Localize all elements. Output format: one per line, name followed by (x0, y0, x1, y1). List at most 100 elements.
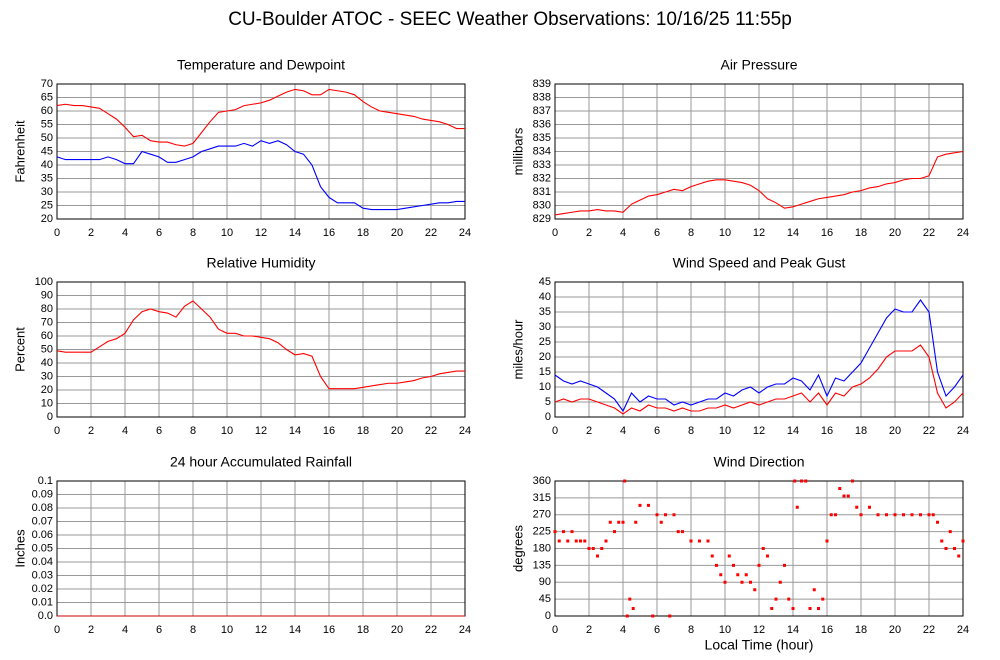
x-tick-label: 22 (425, 624, 437, 636)
x-tick-label: 14 (289, 425, 301, 437)
x-tick-label: 0 (54, 624, 60, 636)
x-tick-label: 4 (122, 425, 128, 437)
y-tick-label: 831 (533, 186, 551, 198)
plot-frame (554, 281, 964, 418)
y-tick-label: 20 (41, 384, 53, 396)
x-tick-label: 4 (620, 425, 626, 437)
x-tick-label: 14 (289, 227, 301, 239)
x-tick-label: 20 (889, 425, 901, 437)
y-tick-label: 0.04 (32, 556, 53, 568)
data-point (596, 554, 599, 558)
y-tick-label: 35 (41, 172, 53, 184)
y-tick-label: 0 (545, 411, 551, 423)
data-point (846, 494, 850, 498)
data-point (812, 588, 816, 592)
data-point (689, 539, 693, 543)
data-point (808, 607, 812, 610)
y-tick-label: 90 (539, 576, 551, 588)
y-tick-label: 839 (533, 78, 551, 90)
data-point (591, 547, 595, 550)
data-point (672, 513, 676, 517)
data-point (732, 563, 735, 567)
data-point (876, 513, 880, 517)
data-point (940, 539, 944, 543)
x-tick-label: 10 (221, 425, 233, 437)
x-tick-label: 0 (54, 425, 60, 437)
data-point (638, 503, 642, 507)
x-tick-label: 16 (323, 425, 335, 437)
x-tick-label: 24 (957, 227, 969, 239)
y-tick-label: 60 (41, 105, 53, 117)
y-tick-label: 0 (47, 411, 53, 423)
data-point (804, 479, 808, 483)
y-axis-label: Fahrenheit (12, 120, 27, 183)
y-tick-label: 832 (533, 172, 551, 184)
plot-frame (56, 83, 466, 220)
x-tick-label: 24 (957, 425, 969, 437)
data-point (778, 580, 782, 584)
y-tick-label: 50 (41, 132, 53, 144)
data-point (562, 530, 565, 534)
y-tick-label: 30 (539, 321, 551, 333)
chart-title: Wind Direction (713, 454, 804, 470)
y-tick-label: 0.07 (32, 515, 53, 527)
y-tick-label: 35 (539, 306, 551, 318)
y-axis-label: Percent (12, 327, 27, 372)
plot-frame (554, 480, 964, 617)
x-tick-label: 6 (654, 425, 660, 437)
data-point (625, 614, 629, 618)
y-tick-label: 835 (533, 132, 551, 144)
x-tick-label: 24 (459, 425, 471, 437)
x-tick-label: 12 (753, 227, 765, 239)
x-tick-label: 0 (54, 227, 60, 239)
x-tick-label: 14 (787, 227, 799, 239)
y-tick-label: 10 (539, 381, 551, 393)
data-line (554, 299, 964, 413)
x-tick-label: 2 (88, 425, 94, 437)
y-tick-label: 0.06 (32, 529, 53, 541)
data-point (757, 563, 761, 567)
data-point (655, 513, 659, 517)
data-point (676, 530, 680, 534)
x-tick-label: 10 (221, 227, 233, 239)
x-tick-label: 12 (255, 227, 267, 239)
x-tick-label: 14 (787, 425, 799, 437)
x-tick-label: 8 (688, 624, 694, 636)
data-line (56, 88, 465, 147)
x-tick-label: 16 (821, 624, 833, 636)
y-tick-label: 838 (533, 91, 551, 103)
x-tick-label: 18 (855, 425, 867, 437)
data-point (706, 539, 710, 543)
data-point (628, 597, 632, 601)
data-point (961, 539, 965, 543)
data-point (566, 539, 570, 543)
data-point (600, 547, 604, 550)
x-tick-label: 6 (156, 227, 162, 239)
data-point (851, 479, 854, 483)
x-tick-label: 12 (255, 624, 267, 636)
y-tick-label: 0.02 (32, 583, 53, 595)
x-tick-label: 18 (357, 425, 369, 437)
x-tick-label: 20 (391, 227, 403, 239)
y-tick-label: 837 (533, 105, 551, 117)
data-point (740, 580, 744, 584)
x-tick-label: 24 (459, 227, 471, 239)
y-tick-label: 829 (533, 213, 551, 225)
data-point (953, 547, 956, 550)
x-tick-label: 18 (855, 227, 867, 239)
data-point (902, 513, 905, 517)
x-tick-label: 2 (88, 624, 94, 636)
y-tick-label: 65 (41, 91, 53, 103)
y-tick-label: 30 (41, 370, 53, 382)
data-point (834, 513, 837, 517)
y-tick-label: 836 (533, 118, 551, 130)
y-axis-label: degrees (510, 525, 525, 572)
y-tick-label: 40 (539, 291, 551, 303)
x-tick-label: 2 (88, 227, 94, 239)
data-point (647, 503, 650, 507)
y-tick-label: 0 (545, 610, 551, 622)
data-point (885, 513, 888, 517)
data-point (791, 607, 795, 610)
data-line (554, 344, 964, 415)
y-tick-label: 40 (41, 357, 53, 369)
